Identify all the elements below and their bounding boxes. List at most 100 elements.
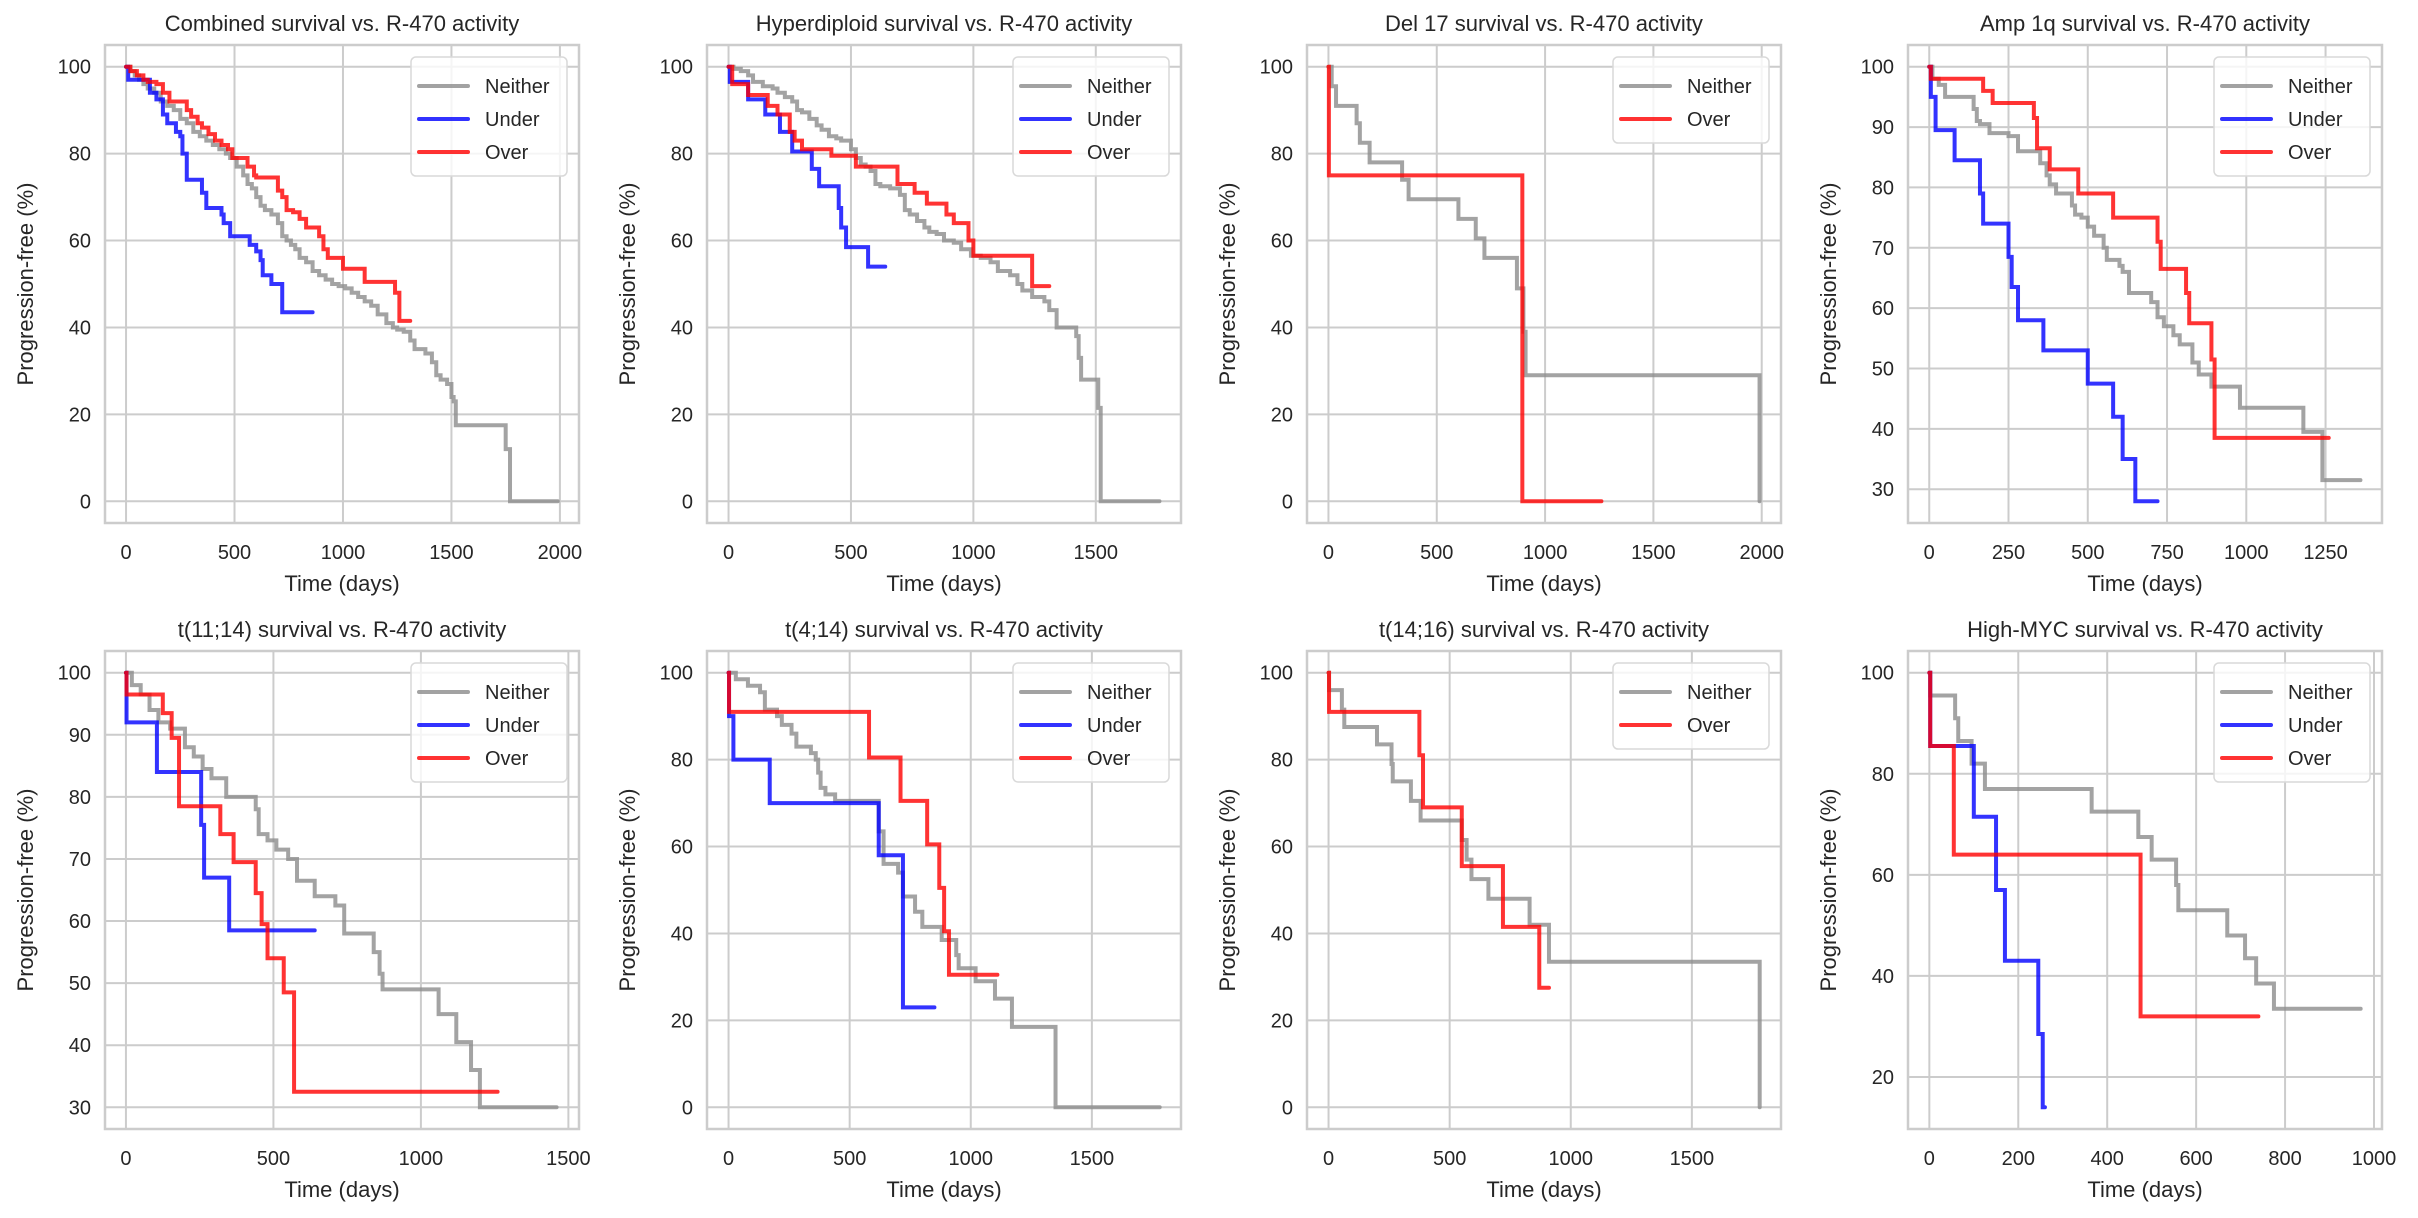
x-tick-label: 1500 [1070, 1148, 1115, 1170]
x-tick-label: 200 [2002, 1148, 2035, 1170]
x-tick-label: 0 [1924, 542, 1935, 564]
legend-label-neither: Neither [485, 682, 550, 704]
legend: Neither Over [1612, 662, 1770, 750]
y-tick-label: 80 [1271, 144, 1293, 166]
subplot-1: 0 500 1000 1500 2000 0 20 40 60 80 100 Combined sur… [13, 11, 582, 596]
legend: Neither Under Over [2213, 56, 2371, 177]
x-tick-label: 0 [1323, 1148, 1334, 1170]
y-axis-label: Progression-free (%) [615, 789, 640, 992]
subplot-title: Combined survival vs. R-470 activity [165, 11, 520, 36]
y-tick-label: 90 [69, 725, 91, 747]
series-over [726, 64, 1052, 289]
x-axis-label: Time (days) [886, 571, 1001, 596]
legend-label-under: Under [2288, 109, 2343, 131]
series-neither [1927, 670, 2363, 1011]
x-axis-label: Time (days) [886, 1177, 1001, 1202]
legend: Neither Under Over [1012, 662, 1170, 783]
y-tick-label: 80 [1271, 750, 1293, 772]
x-tick-label: 500 [833, 1148, 866, 1170]
legend: Neither Under Over [410, 56, 568, 177]
x-tick-label: 500 [2071, 542, 2104, 564]
legend-label-neither: Neither [1087, 682, 1152, 704]
legend-label-neither: Neither [2288, 682, 2353, 704]
y-tick-label: 60 [671, 231, 693, 253]
axes-frame [1305, 43, 1783, 525]
series-under [124, 64, 315, 315]
x-tick-label: 1500 [546, 1148, 591, 1170]
x-tick-label: 0 [723, 1148, 734, 1170]
subplot-title: Del 17 survival vs. R-470 activity [1385, 11, 1703, 36]
legend-label-over: Over [1087, 142, 1131, 164]
subplot-5: 0 500 1000 1500 30 40 50 60 70 80 90 100 t(11;14) su… [13, 617, 591, 1202]
series-neither [1927, 64, 2363, 483]
axes-frame [705, 43, 1183, 525]
y-tick-label: 70 [69, 849, 91, 871]
x-tick-label: 1500 [1631, 542, 1676, 564]
y-tick-label: 40 [671, 317, 693, 339]
x-tick-label: 1000 [2352, 1148, 2397, 1170]
y-axis-label: Progression-free (%) [13, 183, 38, 386]
axes-frame [1906, 649, 2384, 1131]
axes-frame [705, 649, 1183, 1131]
series-over [1326, 64, 1604, 504]
x-tick-label: 500 [1433, 1148, 1466, 1170]
x-tick-label: 0 [120, 542, 131, 564]
y-tick-label: 40 [1271, 923, 1293, 945]
x-tick-label: 1000 [1549, 1148, 1594, 1170]
x-tick-label: 1500 [429, 542, 474, 564]
subplot-2: 0 500 1000 1500 0 20 40 60 80 100 Hyperdiploid sur… [615, 11, 1183, 596]
y-tick-label: 80 [69, 144, 91, 166]
y-tick-label: 40 [69, 1035, 91, 1057]
y-tick-label: 100 [660, 57, 693, 79]
x-tick-label: 500 [218, 542, 251, 564]
axes-frame [1305, 649, 1783, 1131]
y-tick-label: 90 [1872, 117, 1894, 139]
y-tick-label: 0 [1282, 491, 1293, 513]
x-tick-label: 500 [834, 542, 867, 564]
legend: Neither Under Over [1012, 56, 1170, 177]
x-tick-label: 500 [257, 1148, 290, 1170]
series-under [1927, 670, 2047, 1110]
legend-label-over: Over [2288, 748, 2332, 770]
y-tick-label: 0 [1282, 1097, 1293, 1119]
legend-label-neither: Neither [1687, 76, 1752, 98]
y-tick-label: 80 [671, 144, 693, 166]
y-tick-label: 100 [1861, 57, 1894, 79]
x-tick-label: 250 [1992, 542, 2025, 564]
x-tick-label: 1000 [951, 542, 996, 564]
x-tick-label: 800 [2268, 1148, 2301, 1170]
y-tick-label: 0 [682, 1097, 693, 1119]
x-axis-label: Time (days) [284, 1177, 399, 1202]
x-tick-label: 1000 [2224, 542, 2269, 564]
subplot-title: t(14;16) survival vs. R-470 activity [1379, 617, 1709, 642]
y-tick-label: 0 [80, 491, 91, 513]
grid [1908, 45, 2382, 523]
legend: Neither Over [1612, 56, 1770, 144]
series-over [1927, 670, 2261, 1019]
y-tick-label: 40 [1872, 419, 1894, 441]
x-tick-label: 750 [2150, 542, 2183, 564]
legend: Neither Under Over [410, 662, 568, 783]
legend-label-over: Over [2288, 142, 2332, 164]
axes-frame [103, 649, 581, 1131]
x-tick-label: 0 [1924, 1148, 1935, 1170]
y-tick-label: 80 [69, 787, 91, 809]
y-axis-label: Progression-free (%) [1215, 789, 1240, 992]
subplot-4: 0 250 500 750 1000 1250 30 40 50 60 70 80 90 100 Amp 1… [1816, 11, 2384, 596]
y-tick-label: 20 [671, 404, 693, 426]
legend-label-under: Under [2288, 715, 2343, 737]
legend-label-over: Over [1687, 109, 1731, 131]
x-axis-label: Time (days) [2087, 1177, 2202, 1202]
subplot-title: t(4;14) survival vs. R-470 activity [785, 617, 1103, 642]
y-tick-label: 40 [1872, 966, 1894, 988]
legend-label-neither: Neither [1687, 682, 1752, 704]
series-over [1326, 670, 1551, 990]
x-tick-label: 0 [723, 542, 734, 564]
x-tick-label: 500 [1420, 542, 1453, 564]
legend-label-under: Under [1087, 109, 1142, 131]
y-tick-label: 100 [660, 663, 693, 685]
x-axis-label: Time (days) [284, 571, 399, 596]
series-under [726, 670, 937, 1010]
y-tick-label: 100 [58, 57, 91, 79]
legend-label-under: Under [485, 109, 540, 131]
